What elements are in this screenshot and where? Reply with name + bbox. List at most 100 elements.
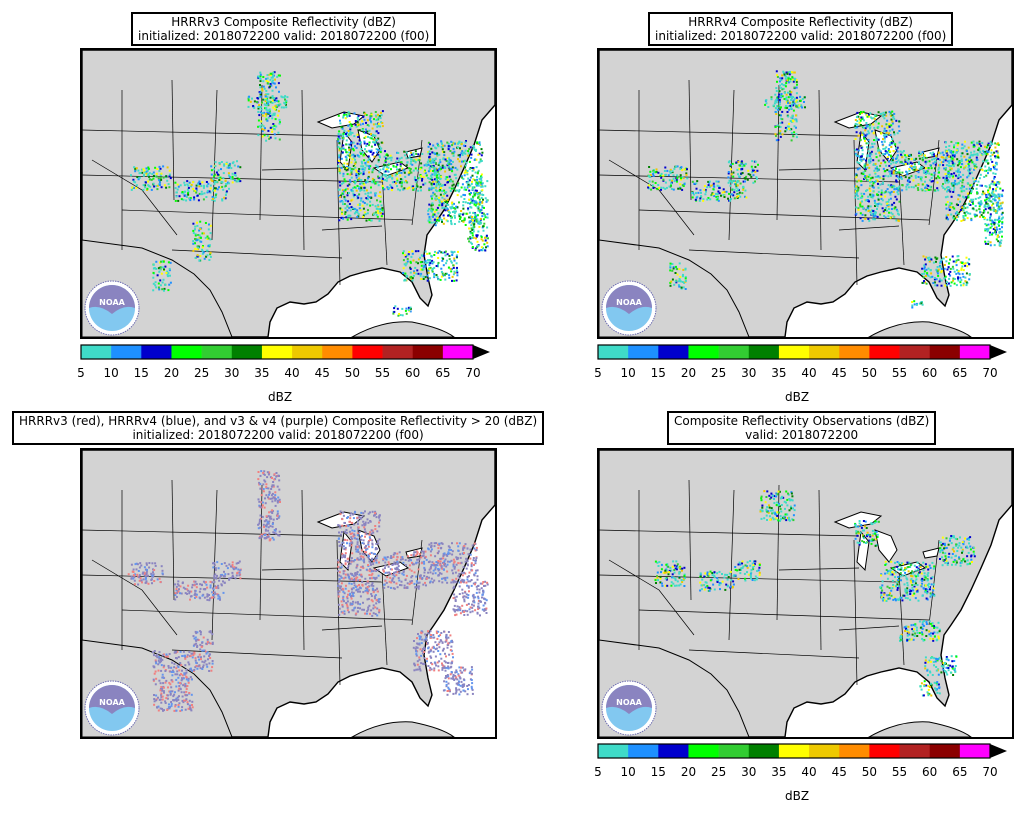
state-border <box>171 249 343 259</box>
colorbar-bin <box>899 345 930 359</box>
state-border <box>599 529 860 537</box>
state-border <box>608 559 695 636</box>
colorbar-tick: 10 <box>620 366 636 380</box>
colorbar-bin <box>839 744 870 758</box>
state-border <box>336 139 341 286</box>
state-border <box>778 567 860 571</box>
colorbar-tick: 55 <box>891 765 908 779</box>
colorbar-label: dBZ <box>268 390 293 404</box>
colorbar-tick: 60 <box>405 366 421 380</box>
cuba <box>867 321 972 337</box>
state-border <box>261 567 343 571</box>
colorbar-tick: 10 <box>620 765 636 779</box>
state-border <box>728 489 735 641</box>
great-lake <box>339 530 353 572</box>
colorbar-tick: 40 <box>801 765 817 779</box>
colorbar-tick: 45 <box>314 366 330 380</box>
land <box>599 50 1012 337</box>
noaa-logo-text: NOAA <box>616 698 642 707</box>
state-border <box>336 539 341 686</box>
noaa-logo-text: NOAA <box>99 298 125 307</box>
state-border <box>838 225 900 231</box>
reflectivity-field <box>647 70 1004 309</box>
noaa-logo: NOAA <box>601 280 657 336</box>
state-border <box>321 625 383 631</box>
state-border <box>121 609 413 621</box>
colorbar-bin <box>412 345 444 359</box>
colorbar-bin <box>201 345 233 359</box>
state-border <box>261 167 343 171</box>
state-border <box>818 489 822 651</box>
great-lake <box>922 547 940 559</box>
colorbar-bin <box>748 345 780 359</box>
state-border <box>301 89 305 251</box>
state-border <box>638 609 930 621</box>
reflectivity-field <box>654 490 976 697</box>
colorbar-tick: 15 <box>650 765 666 779</box>
colorbar-bin <box>658 345 689 359</box>
colorbar-bin <box>382 345 413 359</box>
colorbar-tick-labels: 5 10 15 20 25 30 35 40 45 50 55 60 65 70 <box>594 366 997 382</box>
colorbar-label: dBZ <box>785 390 810 404</box>
colorbar-tick: 70 <box>982 765 998 779</box>
colorbar-tick: 20 <box>163 366 180 380</box>
great-lake <box>833 511 883 529</box>
state-border <box>688 649 860 659</box>
state-border <box>121 209 413 221</box>
state-border <box>381 569 388 666</box>
map-obs: NOAA <box>597 448 1014 739</box>
great-lake <box>874 529 898 563</box>
colorbar-tick-labels: 5 10 15 20 25 30 35 40 45 50 55 60 65 70 <box>594 765 997 781</box>
colorbar-tick: 25 <box>193 366 210 380</box>
colorbar-tick: 20 <box>680 366 697 380</box>
colorbar-bin <box>231 345 263 359</box>
colorbar-bin <box>81 345 112 359</box>
state-border <box>91 559 178 636</box>
colorbar-bin <box>111 345 142 359</box>
colorbar-tick: 25 <box>710 765 727 779</box>
colorbar-strip <box>80 344 490 360</box>
colorbar-bin <box>261 345 293 359</box>
colorbar-tick-labels: 5 10 15 20 25 30 35 40 45 50 55 60 65 70 <box>77 366 480 382</box>
map-hrrrv4: NOAA <box>597 48 1014 339</box>
colorbar-tick: 15 <box>133 366 149 380</box>
colorbar-bin <box>292 345 323 359</box>
colorbar-strip <box>597 344 1007 360</box>
state-border <box>301 489 305 651</box>
colorbar-tick: 5 <box>594 366 602 380</box>
state-border <box>853 139 858 286</box>
state-border <box>838 625 900 631</box>
colorbar-bin <box>442 345 474 359</box>
colorbar-bin <box>959 345 991 359</box>
colorbar-tick: 10 <box>103 366 119 380</box>
colorbar-tick: 35 <box>254 366 270 380</box>
map-hrrrv3: NOAA <box>80 48 497 339</box>
colorbar-bin <box>748 744 780 758</box>
reflectivity-field <box>127 470 489 712</box>
land <box>82 50 495 337</box>
state-border <box>818 89 822 251</box>
colorbar-bin <box>628 345 659 359</box>
colorbar-extend-arrow <box>473 345 490 359</box>
colorbar-tick: 55 <box>374 366 391 380</box>
colorbar-bin <box>688 744 719 758</box>
colorbar-tick: 60 <box>922 765 938 779</box>
noaa-logo-text: NOAA <box>99 698 125 707</box>
colorbar-tick: 65 <box>952 765 968 779</box>
colorbar-bin <box>959 744 991 758</box>
colorbar-tick: 25 <box>710 366 727 380</box>
colorbar-bin <box>598 744 629 758</box>
colorbar-bin <box>929 345 961 359</box>
colorbar-bin <box>929 744 961 758</box>
state-border <box>91 159 178 236</box>
colorbar-bin <box>658 744 689 758</box>
noaa-logo-text: NOAA <box>616 298 642 307</box>
colorbar-bin <box>869 345 900 359</box>
colorbar-tick: 65 <box>952 366 968 380</box>
state-border <box>853 539 858 686</box>
colorbar-tick: 60 <box>922 366 938 380</box>
colorbar-tick: 20 <box>680 765 697 779</box>
colorbar-tick: 40 <box>801 366 817 380</box>
panel-title-obs: Composite Reflectivity Observations (dBZ… <box>667 411 937 445</box>
colorbar-tick: 5 <box>77 366 85 380</box>
